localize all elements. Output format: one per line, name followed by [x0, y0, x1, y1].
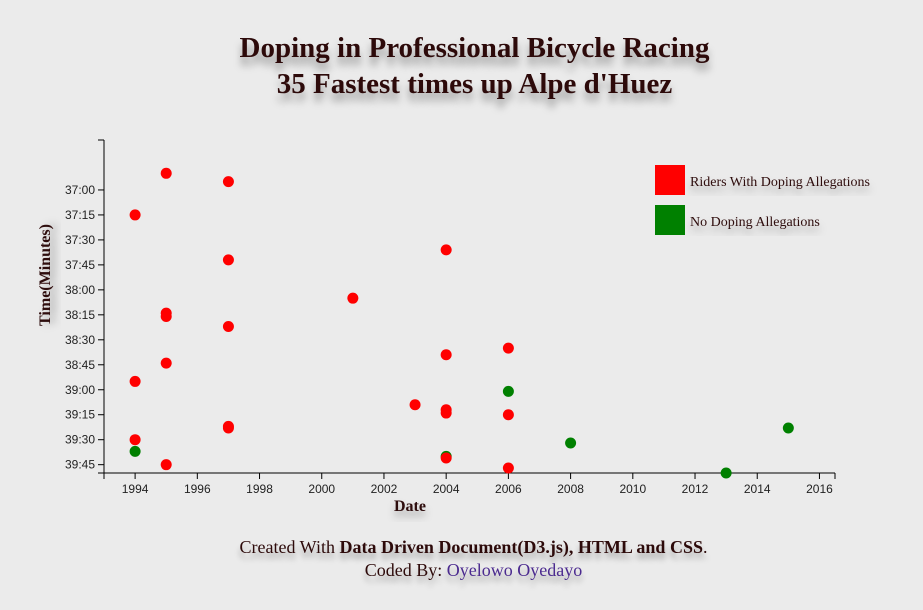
y-tick-label: 37:15 [65, 208, 95, 222]
data-point-doping[interactable] [502, 409, 514, 421]
x-tick-label: 2010 [619, 482, 646, 496]
x-tick-label: 2014 [744, 482, 771, 496]
legend-label: No Doping Allegations [690, 215, 820, 230]
y-tick-label: 38:15 [65, 308, 95, 322]
y-tick-label: 38:00 [65, 283, 95, 297]
y-tick-label: 37:30 [65, 233, 95, 247]
legend: Riders With Doping Allegations No Doping … [655, 165, 870, 235]
author-link[interactable]: Oyelowo Oyedayo [446, 560, 583, 580]
data-point-doping[interactable] [409, 399, 421, 411]
y-tick-label: 39:15 [65, 408, 95, 422]
data-point-doping[interactable] [347, 292, 359, 304]
data-point-doping[interactable] [222, 254, 234, 266]
data-point-doping[interactable] [222, 422, 234, 434]
y-tick-label: 39:30 [65, 433, 95, 447]
data-point-doping[interactable] [440, 452, 452, 464]
data-point-clean[interactable] [502, 385, 514, 397]
data-point-doping[interactable] [160, 459, 172, 471]
legend-swatch [655, 165, 685, 195]
y-tick-label: 37:45 [65, 258, 95, 272]
data-point-doping[interactable] [160, 310, 172, 322]
x-tick-label: 2008 [557, 482, 584, 496]
footer-prefix: Created With [239, 537, 340, 557]
footer-credits: Created With Data Driven Document(D3.js)… [0, 537, 923, 558]
y-tick-label: 39:45 [65, 458, 95, 472]
x-tick-label: 2004 [433, 482, 460, 496]
data-point-doping[interactable] [129, 209, 141, 221]
data-point-doping[interactable] [440, 244, 452, 256]
data-point-doping[interactable] [440, 349, 452, 361]
data-point-clean[interactable] [565, 437, 577, 449]
coded-by-label: Coded By: [364, 560, 447, 580]
data-point-clean[interactable] [720, 467, 732, 479]
x-tick-label: 2016 [806, 482, 833, 496]
y-axis: 37:00 37:15 37:30 37:45 38:00 38:15 38:30 38:45… [65, 139, 105, 474]
footer-coded-by: Coded By: Oyelowo Oyedayo [0, 560, 923, 581]
footer-suffix: . [702, 537, 708, 557]
data-point-doping[interactable] [222, 320, 234, 332]
chart-title-line2: 35 Fastest times up Alpe d'Huez [276, 68, 673, 100]
chart-title-line1: Doping in Professional Bicycle Racing [239, 32, 710, 64]
data-point-doping[interactable] [129, 375, 141, 387]
legend-swatch [655, 205, 685, 235]
data-point-doping[interactable] [129, 434, 141, 446]
footer-tech: Data Driven Document(D3.js), HTML and CS… [339, 537, 703, 557]
x-tick-label: 1998 [246, 482, 273, 496]
data-points [129, 167, 794, 479]
data-point-doping[interactable] [502, 342, 514, 354]
y-axis-label: Time(Minutes) [37, 224, 54, 326]
data-point-doping[interactable] [160, 357, 172, 369]
y-tick-label: 37:00 [65, 183, 95, 197]
y-tick-label: 39:00 [65, 383, 95, 397]
data-point-doping[interactable] [440, 407, 452, 419]
x-axis-label: Date [394, 498, 426, 515]
x-tick-label: 2006 [495, 482, 522, 496]
data-point-doping[interactable] [222, 176, 234, 188]
x-axis: 1994 1996 1998 2000 2002 2004 2006 2008 2010 2012… [103, 472, 836, 496]
x-tick-label: 2012 [682, 482, 709, 496]
x-tick-label: 2002 [371, 482, 398, 496]
y-tick-label: 38:30 [65, 333, 95, 347]
x-tick-label: 1996 [184, 482, 211, 496]
data-point-clean[interactable] [782, 422, 794, 434]
data-point-clean[interactable] [129, 445, 141, 457]
x-tick-label: 1994 [122, 482, 149, 496]
legend-label: Riders With Doping Allegations [690, 175, 870, 190]
x-tick-label: 2000 [308, 482, 335, 496]
y-tick-label: 38:45 [65, 358, 95, 372]
data-point-doping[interactable] [502, 462, 514, 474]
data-point-doping[interactable] [160, 167, 172, 179]
